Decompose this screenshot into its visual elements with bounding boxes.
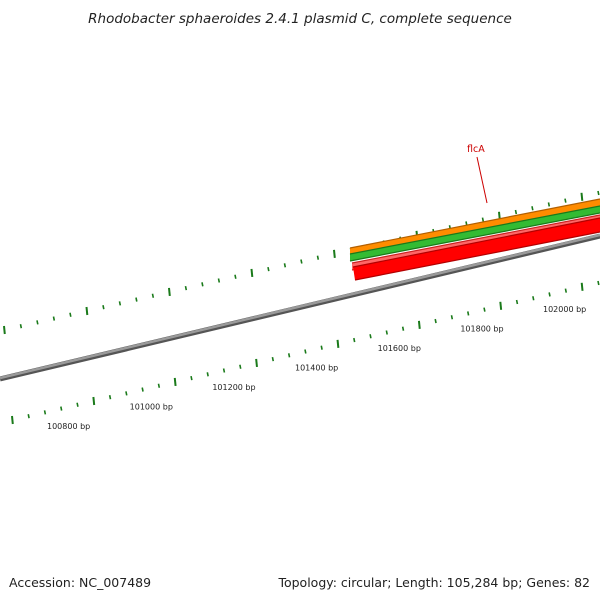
outer-tick-mark: [250, 268, 254, 278]
outer-tick-mark: [118, 301, 122, 306]
inner-tick-mark: [76, 402, 79, 407]
inner-tick-mark: [597, 280, 600, 286]
inner-tick-mark: [239, 364, 242, 369]
inner-tick-mark: [450, 315, 454, 320]
outer-tick-mark: [267, 266, 270, 272]
outer-tick-mark: [201, 282, 204, 287]
inner-tick-mark: [206, 372, 209, 377]
outer-tick-mark: [135, 297, 138, 302]
outer-tick-mark: [3, 325, 6, 335]
inner-tick-mark: [401, 326, 405, 331]
outer-tick-mark: [564, 198, 567, 203]
inner-tick-mark: [515, 299, 519, 305]
inner-tick-mark: [320, 345, 323, 350]
outer-tick-mark: [547, 202, 551, 207]
outer-tick-mark: [217, 278, 221, 283]
inner-tick-mark: [108, 395, 112, 400]
outer-tick-mark: [151, 293, 155, 298]
inner-tick-mark: [255, 358, 258, 368]
outer-tick-mark: [102, 305, 105, 310]
outer-tick-mark: [85, 306, 89, 316]
inner-tick-mark: [385, 330, 388, 335]
scale-label: 101000 bp: [130, 403, 173, 412]
scale-labels: 100800 bp 101000 bp 101200 bp 101400 bp 1016…: [47, 305, 586, 431]
inner-tick-mark: [532, 296, 535, 301]
inner-tick-mark: [580, 282, 584, 291]
sequence-backbone-highlight: [0, 233, 600, 380]
scale-label: 100800 bp: [47, 422, 90, 431]
inner-tick-mark: [434, 318, 437, 324]
outer-tick-mark: [283, 263, 287, 268]
outer-tick-mark: [36, 320, 39, 325]
outer-tick-mark: [531, 206, 534, 211]
outer-tick-mark: [580, 192, 584, 201]
outer-tick-ring: [3, 190, 600, 335]
inner-tick-mark: [190, 375, 193, 381]
inner-tick-mark: [336, 339, 340, 348]
inner-tick-mark: [499, 301, 503, 310]
scale-label: 101400 bp: [295, 364, 338, 373]
inner-tick-mark: [369, 334, 372, 339]
outer-tick-mark: [597, 190, 600, 196]
inner-tick-mark: [417, 320, 421, 329]
outer-tick-mark: [300, 259, 303, 264]
genome-summary: Topology: circular; Length: 105,284 bp; …: [277, 575, 590, 590]
outer-tick-mark: [234, 274, 237, 279]
gene-label-flca[interactable]: flcA: [467, 144, 485, 155]
scale-label: 101800 bp: [460, 325, 503, 334]
inner-tick-mark: [27, 414, 30, 419]
outer-tick-mark: [333, 249, 336, 258]
inner-tick-mark: [564, 288, 568, 293]
inner-tick-mark: [222, 368, 226, 373]
inner-tick-mark: [92, 396, 96, 406]
inner-tick-mark: [304, 349, 307, 354]
forward-cds-track[interactable]: [349, 205, 600, 262]
outer-tick-mark: [52, 316, 56, 321]
inner-tick-mark: [173, 377, 177, 387]
inner-tick-mark: [141, 387, 144, 392]
inner-tick-mark: [353, 337, 356, 343]
inner-tick-mark: [466, 311, 470, 316]
reverse-cds-track[interactable]: [352, 217, 600, 281]
inner-tick-mark: [43, 410, 47, 415]
scale-label: 102000 bp: [543, 305, 586, 314]
map-title: Rhodobacter sphaeroides 2.4.1 plasmid C,…: [88, 11, 512, 27]
inner-tick-mark: [271, 356, 275, 362]
outer-tick-mark: [69, 312, 72, 317]
inner-tick-mark: [287, 353, 291, 358]
outer-tick-mark: [168, 287, 171, 297]
accession-label: Accession: NC_007489: [9, 575, 151, 590]
scale-label: 101200 bp: [212, 383, 255, 392]
flca-leader-line: [476, 156, 488, 204]
inner-tick-mark: [60, 406, 63, 411]
inner-tick-mark: [483, 307, 486, 312]
inner-tick-ring: [11, 280, 600, 425]
outer-tick-mark: [19, 324, 23, 329]
inner-tick-mark: [157, 383, 161, 388]
outer-tick-mark: [316, 255, 320, 260]
scale-label: 101600 bp: [378, 344, 421, 353]
inner-tick-mark: [548, 292, 551, 297]
inner-tick-mark: [125, 391, 128, 396]
outer-tick-mark: [514, 209, 518, 215]
outer-tick-mark: [184, 285, 188, 291]
inner-tick-mark: [11, 415, 14, 425]
outer-tick-mark: [481, 217, 485, 222]
